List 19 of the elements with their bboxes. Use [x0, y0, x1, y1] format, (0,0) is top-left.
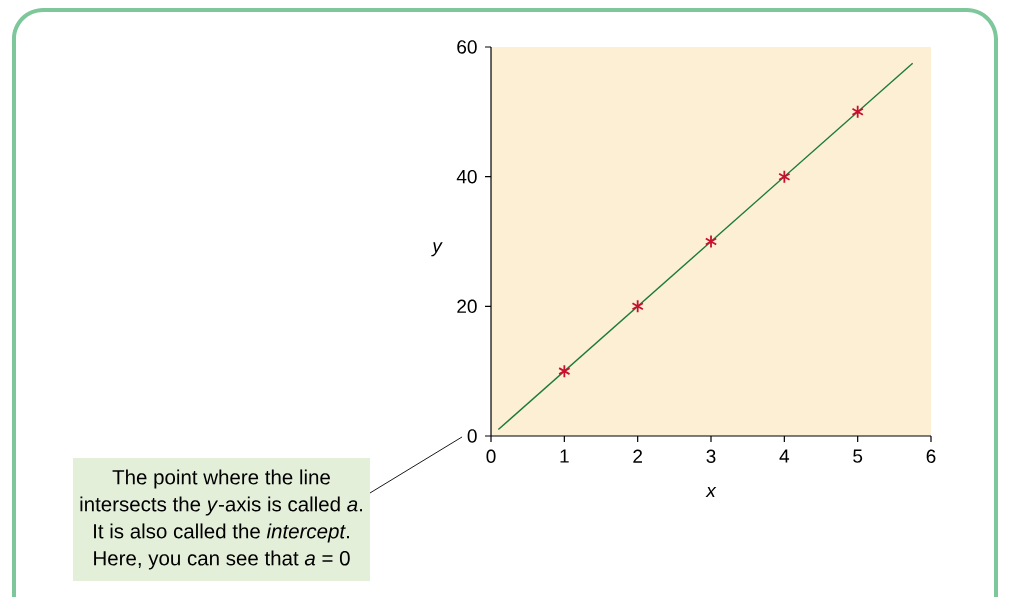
- x-tick-label: 5: [853, 449, 863, 463]
- y-tick-label: 0: [467, 429, 477, 443]
- y-tick-label: 20: [457, 299, 477, 314]
- x-tick-label: 1: [560, 449, 569, 463]
- x-tick-label: 4: [779, 449, 790, 463]
- x-tick-label: 0: [486, 449, 496, 463]
- point: [558, 364, 571, 379]
- y-tick-label: 60: [457, 40, 477, 54]
- x-tick-label: 6: [926, 449, 936, 463]
- x-tick-label: 3: [706, 449, 716, 463]
- x-tick-label: 2: [633, 449, 642, 463]
- point: [778, 169, 791, 184]
- text: The point where the line intersects the y-axis is called a. It is also called the intercept. Here, you can see that a = 0: [80, 469, 362, 570]
- point: [631, 299, 644, 314]
- point: [851, 104, 864, 119]
- y-axis-title: y: [431, 242, 443, 257]
- point: [704, 234, 718, 249]
- y-tick-label: 40: [456, 169, 477, 184]
- x-axis-title: x: [705, 486, 717, 497]
